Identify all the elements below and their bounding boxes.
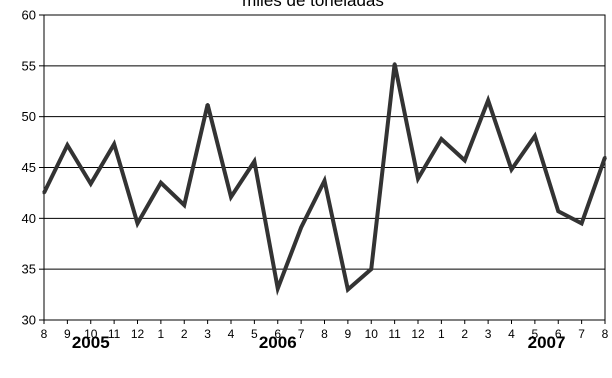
x-tick-label: 1: [438, 327, 445, 341]
data-point: [533, 134, 537, 138]
x-tick-label: 9: [64, 327, 71, 341]
x-tick-label: 6: [274, 327, 281, 341]
x-tick-label: 1: [158, 327, 165, 341]
axes: [39, 14, 606, 324]
data-point: [276, 286, 280, 290]
data-point: [580, 221, 584, 225]
x-tick-label: 6: [555, 327, 562, 341]
year-label-2007: 2007: [528, 333, 566, 352]
data-point: [439, 137, 443, 141]
year-label-2006: 2006: [259, 333, 297, 352]
x-axis-tick-labels: 8 9 10 11 12 1 2 3 4 5 6 7 8 9 10 11 12 1 2 3 4 5 6 7 8: [41, 327, 609, 341]
x-tick-label: 3: [485, 327, 492, 341]
y-tick-label: 55: [22, 58, 36, 73]
y-tick-label: 35: [22, 262, 36, 277]
chart-title: miles de toneladas: [242, 0, 384, 10]
x-tick-label: 10: [365, 327, 379, 341]
data-point: [416, 177, 420, 181]
data-point: [159, 181, 163, 185]
y-tick-label: 60: [22, 8, 36, 23]
data-point: [252, 159, 256, 163]
data-point: [112, 142, 116, 146]
x-tick-label: 8: [321, 327, 328, 341]
y-tick-label: 45: [22, 160, 36, 175]
x-tick-label: 7: [578, 327, 585, 341]
data-point: [369, 267, 373, 271]
x-tick-label: 7: [298, 327, 305, 341]
y-tick-label: 30: [22, 313, 36, 328]
y-axis-tick-labels: 30 35 40 45 50 55 60: [22, 8, 36, 328]
series-layer: [42, 62, 607, 296]
x-tick-label: 11: [388, 327, 401, 341]
data-point: [346, 288, 350, 291]
year-label-2005: 2005: [72, 333, 110, 352]
x-tick-label: 9: [345, 327, 352, 341]
x-tick-label: 2: [461, 327, 468, 341]
x-tick-label: 8: [41, 327, 48, 341]
y-tick-label: 40: [22, 211, 36, 226]
data-point: [89, 182, 93, 186]
data-point: [182, 203, 186, 207]
x-tick-label: 4: [228, 327, 235, 341]
data-point: [393, 62, 397, 66]
x-tick-label: 12: [131, 327, 145, 341]
x-tick-label: 4: [508, 327, 515, 341]
data-point: [463, 158, 467, 162]
x-tick-label: 5: [532, 327, 539, 341]
x-tick-label: 2: [181, 327, 188, 341]
data-point: [42, 191, 46, 195]
data-point: [510, 168, 513, 172]
data-point: [229, 195, 233, 199]
data-point: [136, 221, 139, 225]
data-point: [299, 225, 303, 229]
gridlines: [44, 14, 605, 321]
x-tick-label: 8: [602, 327, 609, 341]
data-point: [323, 179, 326, 183]
data-point: [65, 143, 69, 147]
x-tick-label: 11: [108, 327, 121, 341]
x-tick-label: 10: [84, 327, 98, 341]
data-point: [206, 102, 210, 106]
series-line-0: [42, 63, 607, 296]
data-point: [603, 155, 607, 159]
y-tick-label: 50: [22, 109, 36, 124]
x-tick-label: 5: [251, 327, 258, 341]
x-tick-label: 3: [204, 327, 211, 341]
x-tick-label: 12: [411, 327, 425, 341]
data-point: [486, 98, 490, 102]
data-point: [556, 209, 560, 213]
year-labels: 2005 2006 2007: [72, 333, 566, 352]
